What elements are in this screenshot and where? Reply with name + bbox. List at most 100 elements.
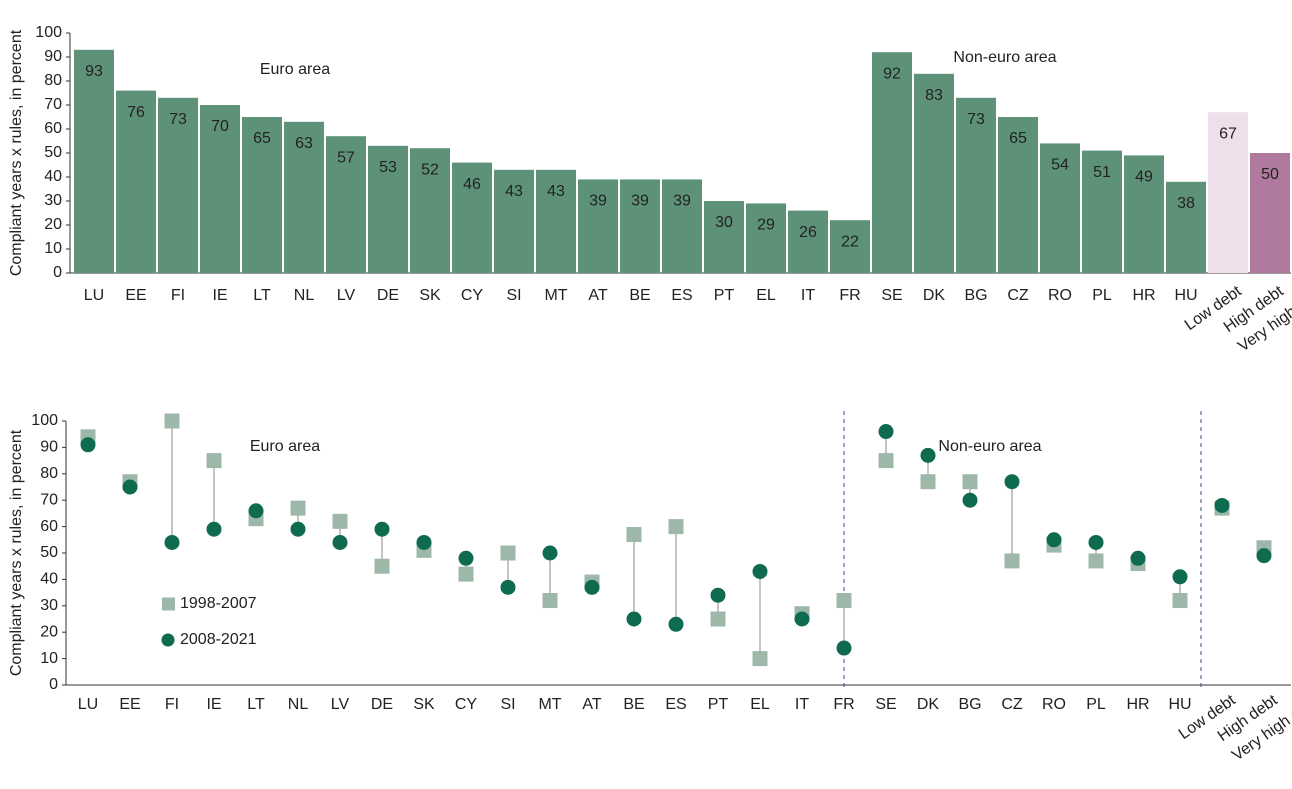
- x-tick-label: EE: [125, 287, 146, 304]
- x-tick-label: IT: [795, 696, 809, 713]
- x-tick-label: LV: [337, 287, 356, 304]
- circle-marker: [836, 640, 852, 656]
- x-tick-label: SI: [500, 696, 515, 713]
- bar: [410, 148, 450, 273]
- square-marker: [962, 474, 978, 490]
- x-tick-label: HR: [1126, 696, 1149, 713]
- bar: [326, 136, 366, 273]
- square-marker: [920, 474, 936, 490]
- bar: [830, 220, 870, 273]
- bar-value-label: 43: [547, 183, 565, 200]
- y-tick-label: 40: [44, 168, 62, 185]
- square-marker: [500, 545, 516, 561]
- y-tick-label: 40: [40, 571, 58, 588]
- circle-marker: [248, 503, 264, 519]
- bar-value-label: 73: [967, 111, 985, 128]
- x-tick-label: AT: [582, 696, 601, 713]
- bar-value-label: 67: [1219, 125, 1237, 142]
- bar: [284, 121, 324, 273]
- x-tick-label: CY: [455, 696, 478, 713]
- y-tick-label: 80: [40, 465, 58, 482]
- bar: [74, 49, 114, 273]
- circle-marker: [962, 492, 978, 508]
- circle-marker: [1088, 534, 1104, 550]
- x-tick-label: LU: [78, 696, 98, 713]
- x-tick-label: HR: [1132, 287, 1155, 304]
- circle-marker: [206, 521, 222, 537]
- y-tick-label: 100: [31, 412, 58, 429]
- x-tick-label: DE: [371, 696, 393, 713]
- y-tick-label: 20: [44, 216, 62, 233]
- x-tick-label: EL: [756, 287, 776, 304]
- x-tick-label: NL: [294, 287, 315, 304]
- circle-marker: [542, 545, 558, 561]
- x-tick-label: ES: [671, 287, 692, 304]
- bar-value-label: 76: [127, 104, 145, 121]
- circle-marker: [1256, 548, 1272, 564]
- square-marker: [710, 611, 726, 627]
- bar: [1166, 181, 1206, 273]
- circle-marker: [416, 534, 432, 550]
- y-tick-label: 10: [44, 240, 62, 257]
- bar: [578, 179, 618, 273]
- x-tick-label: FR: [839, 287, 860, 304]
- x-tick-label: CY: [461, 287, 484, 304]
- bar-value-label: 52: [421, 161, 439, 178]
- bar: [1250, 153, 1290, 273]
- bar-value-label: 30: [715, 214, 733, 231]
- annotation: Non-euro area: [953, 49, 1056, 66]
- x-tick-label: DE: [377, 287, 399, 304]
- y-tick-label: 60: [40, 518, 58, 535]
- circle-marker: [878, 424, 894, 440]
- circle-marker: [710, 587, 726, 603]
- bar-value-label: 39: [631, 193, 649, 210]
- square-marker: [836, 593, 852, 609]
- x-tick-label: ES: [665, 696, 686, 713]
- x-tick-label: LU: [84, 287, 104, 304]
- y-tick-label: 90: [40, 439, 58, 456]
- x-tick-label: SI: [506, 287, 521, 304]
- circle-marker: [1004, 474, 1020, 490]
- x-tick-label: FR: [833, 696, 854, 713]
- x-tick-label: RO: [1048, 287, 1072, 304]
- bar-value-label: 92: [883, 65, 901, 82]
- y-tick-label: 0: [49, 676, 58, 693]
- circle-marker: [122, 479, 138, 495]
- square-marker: [668, 519, 684, 535]
- bar-value-label: 39: [673, 193, 691, 210]
- y-tick-label: 30: [40, 597, 58, 614]
- circle-marker: [290, 521, 306, 537]
- bar: [1082, 150, 1122, 273]
- legend-label: 1998-2007: [180, 595, 257, 612]
- legend-swatch: [161, 633, 175, 647]
- x-tick-label: BG: [958, 696, 981, 713]
- circle-marker: [500, 579, 516, 595]
- square-marker: [752, 651, 768, 667]
- circle-marker: [458, 550, 474, 566]
- bar: [368, 145, 408, 273]
- x-tick-label: PL: [1092, 287, 1112, 304]
- x-tick-label: EL: [750, 696, 770, 713]
- x-tick-label: LV: [331, 696, 350, 713]
- circle-marker: [668, 616, 684, 632]
- x-tick-label: HU: [1168, 696, 1191, 713]
- y-tick-label: 80: [44, 72, 62, 89]
- bar-value-label: 49: [1135, 169, 1153, 186]
- square-marker: [164, 413, 180, 429]
- square-marker: [290, 500, 306, 516]
- circle-marker: [332, 534, 348, 550]
- bar: [662, 179, 702, 273]
- bar: [200, 105, 240, 273]
- annotation: Non-euro area: [938, 438, 1041, 455]
- circle-marker: [794, 611, 810, 627]
- circle-marker: [752, 563, 768, 579]
- legend-swatch: [162, 597, 175, 611]
- square-marker: [1172, 593, 1188, 609]
- y-tick-label: 90: [44, 48, 62, 65]
- bar: [788, 210, 828, 273]
- circle-marker: [164, 534, 180, 550]
- bar: [914, 73, 954, 273]
- circle-marker: [584, 579, 600, 595]
- bar-value-label: 83: [925, 87, 943, 104]
